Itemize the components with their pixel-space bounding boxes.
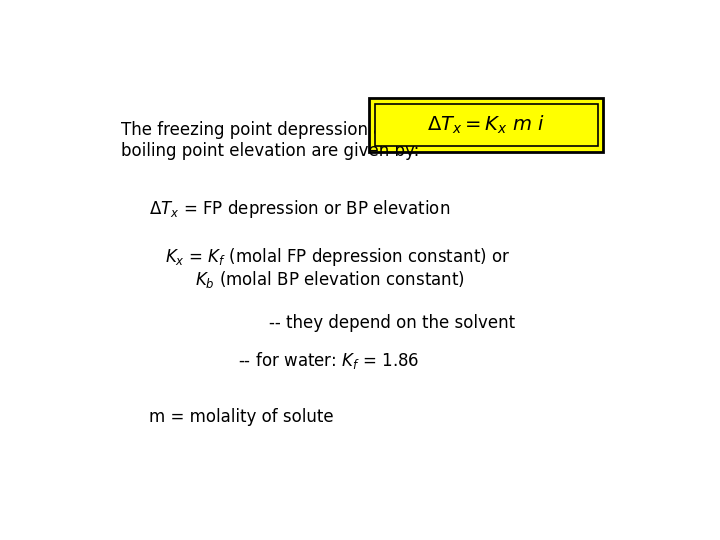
Text: $K_b$ (molal BP elevation constant): $K_b$ (molal BP elevation constant) <box>195 269 465 291</box>
Text: The freezing point depression and: The freezing point depression and <box>121 121 404 139</box>
Text: m = molality of solute: m = molality of solute <box>148 408 333 426</box>
Text: boiling point elevation are given by:: boiling point elevation are given by: <box>121 141 419 160</box>
FancyBboxPatch shape <box>369 98 603 152</box>
Text: $\Delta T_x = K_x\ m\ i$: $\Delta T_x = K_x\ m\ i$ <box>427 114 545 136</box>
Text: -- they depend on the solvent: -- they depend on the solvent <box>269 314 515 332</box>
Text: -- for water: $K_f$ = 1.86: -- for water: $K_f$ = 1.86 <box>238 349 419 370</box>
Text: $\Delta T_x$ = FP depression or BP elevation: $\Delta T_x$ = FP depression or BP eleva… <box>148 198 450 220</box>
FancyBboxPatch shape <box>374 104 598 146</box>
Text: $K_x$ = $K_f$ (molal FP depression constant) or: $K_x$ = $K_f$ (molal FP depression const… <box>166 246 510 268</box>
